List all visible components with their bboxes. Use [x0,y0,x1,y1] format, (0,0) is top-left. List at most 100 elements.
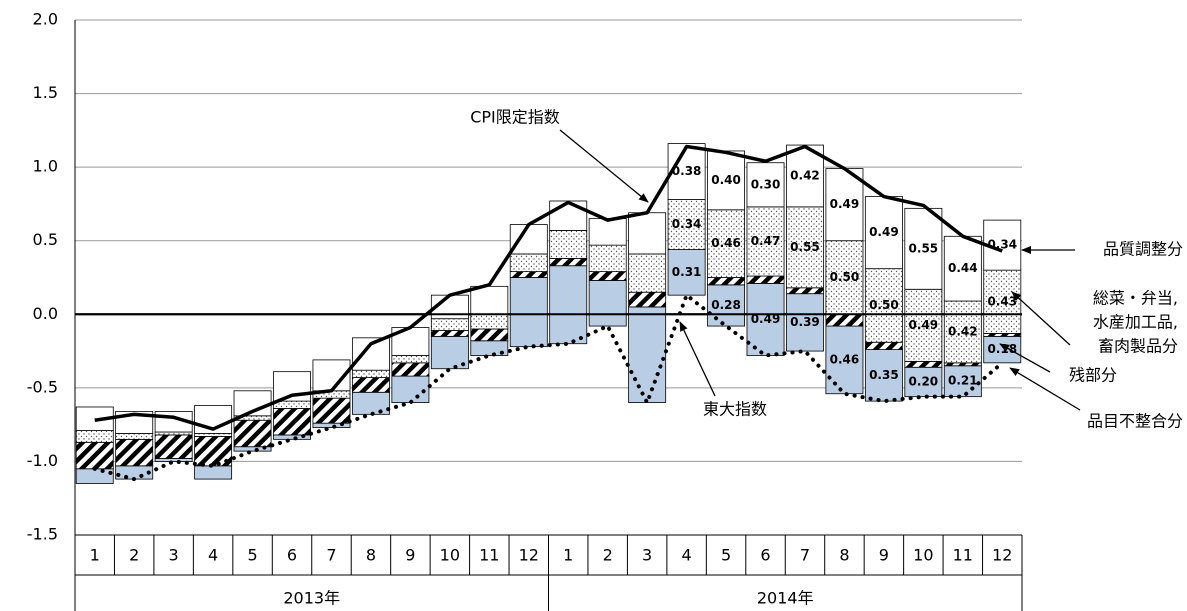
value-label: 0.42 [790,168,820,182]
bar-segment [943,365,982,398]
bar-segment [391,362,430,377]
bar-segment [628,253,667,293]
line-label: CPI限定指数 [470,108,560,127]
bar-segment [588,244,627,273]
bar-segment [746,162,785,208]
value-label: 0.47 [751,234,781,248]
value-label: 0.44 [948,261,978,275]
bar-segment [983,333,1022,337]
legend-label: 水産加工品, [1093,313,1178,332]
bar-segment [470,285,509,315]
bar-segment [943,235,982,302]
y-tick-label: 1.5 [33,83,58,102]
x-tick-label: 5 [721,546,731,565]
bar-segment [194,433,233,437]
bar-segment [864,196,903,270]
value-label: 0.50 [869,298,899,312]
bar-segment [588,271,627,281]
bar-segment [430,318,469,331]
bar-segment [904,366,943,398]
x-tick-label: 9 [405,546,415,565]
bar-segment [75,430,114,443]
bar-segment [154,434,193,459]
value-label: 0.55 [790,240,820,254]
x-tick-label: 1 [563,546,573,565]
x-tick-label: 4 [682,546,692,565]
bar-segment [628,306,667,403]
legend-label: 総菜・弁当, [1093,289,1178,308]
y-tick-label: 2.0 [33,10,58,29]
x-tick-label: 12 [519,546,539,565]
legend-arrow [999,343,1051,373]
y-tick-label: -1.5 [27,525,58,544]
y-tick-label: -0.5 [27,377,58,396]
bar-segment [588,280,627,327]
bar-segment [588,218,627,246]
x-tick-label: 11 [953,546,973,565]
bar-segment [746,275,785,284]
y-tick-label: 0.0 [33,304,58,323]
bar-segment [667,249,706,296]
x-tick-label: 9 [879,546,889,565]
value-label: 0.55 [909,241,939,255]
value-label: 0.31 [672,265,702,279]
x-tick-label: 7 [326,546,336,565]
value-label: 0.50 [830,270,860,284]
value-label: 0.34 [672,217,702,231]
bar-segment [864,341,903,351]
x-tick-label: 5 [247,546,257,565]
x-tick-label: 8 [839,546,849,565]
bar-segment [430,330,469,337]
value-label: 0.46 [830,352,860,366]
bar-segment [115,433,154,440]
bar-segment [351,369,390,378]
x-tick-label: 4 [208,546,218,565]
y-tick-label: -1.0 [27,451,58,470]
value-label: 0.49 [869,225,899,239]
bar-segment [549,257,588,267]
bar-segment [391,355,430,364]
bar-segment [470,313,509,330]
bar-segment [786,206,824,289]
x-tick-label: 10 [440,546,460,565]
bar-segment [351,377,390,393]
legend-label: 品質調整分 [1103,240,1183,259]
legend-label: 品目不整合分 [1087,412,1183,431]
line-series [92,293,1005,482]
value-label: 0.42 [948,324,978,338]
y-tick-label: 0.5 [33,230,58,249]
annotation-arrow [679,321,716,397]
x-tick-label: 7 [800,546,810,565]
x-tick-label: 11 [479,546,499,565]
bar-segment [509,277,548,348]
bar-segment [351,391,390,415]
bar-segment [470,328,509,342]
legend-label: 畜肉製品分 [1098,337,1178,356]
line-label: 東大指数 [703,400,767,419]
value-label: 0.49 [751,312,781,326]
bar-segment [825,325,864,395]
value-label: 0.28 [711,298,741,312]
value-label: 0.18 [987,342,1017,356]
value-label: 0.49 [909,318,939,332]
bar-segment [943,362,982,367]
x-group-label: 2013年 [283,589,340,608]
x-tick-label: 3 [169,546,179,565]
bar-segment [786,293,824,352]
value-label: 0.49 [830,197,860,211]
bar-segment [312,397,351,424]
x-group-label: 2014年 [757,589,814,608]
bar-segment [825,313,864,327]
bar-segment [430,335,469,370]
x-tick-label: 12 [992,546,1012,565]
bar-segment [194,465,233,480]
value-label: 0.21 [948,374,978,388]
legend-arrow [1009,367,1081,411]
x-tick-label: 1 [90,546,100,565]
bar-segment [549,265,588,345]
bar-segment [786,287,824,295]
bar-segment [312,422,351,428]
bar-segment [154,431,193,436]
value-label: 0.38 [672,164,702,178]
